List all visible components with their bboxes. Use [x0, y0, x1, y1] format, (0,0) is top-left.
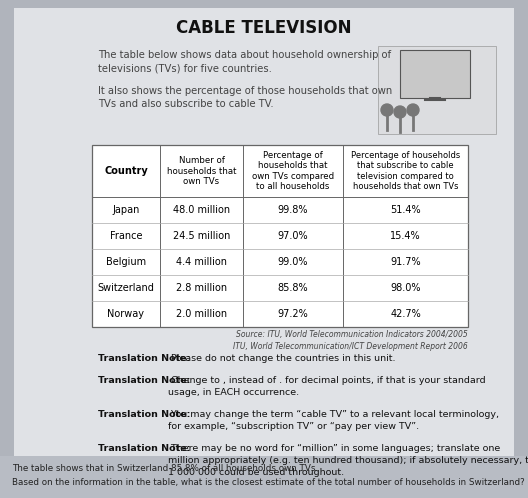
Text: 99.8%: 99.8%	[278, 205, 308, 215]
Text: 4.4 million: 4.4 million	[176, 257, 227, 267]
Bar	[400, 50, 470, 98]
Text: 98.0%: 98.0%	[390, 283, 421, 293]
FancyBboxPatch shape	[378, 46, 496, 134]
Text: Translation Note:: Translation Note:	[98, 444, 191, 453]
Text: Translation Note:: Translation Note:	[98, 354, 191, 363]
Text: Change to , instead of . for decimal points, if that is your standard
usage, in : Change to , instead of . for decimal poi…	[168, 376, 485, 397]
Text: 15.4%: 15.4%	[390, 231, 421, 241]
FancyBboxPatch shape	[14, 8, 514, 456]
Text: 2.8 million: 2.8 million	[176, 283, 227, 293]
Text: 85.8%: 85.8%	[278, 283, 308, 293]
Text: 99.0%: 99.0%	[278, 257, 308, 267]
Text: Translation Note:: Translation Note:	[98, 376, 191, 385]
Text: Percentage of households
that subscribe to cable
television compared to
househol: Percentage of households that subscribe …	[351, 151, 460, 191]
Text: Please do not change the countries in this unit.: Please do not change the countries in th…	[168, 354, 395, 363]
Text: You may change the term “cable TV” to a relevant local terminology,
for example,: You may change the term “cable TV” to a …	[168, 410, 499, 431]
Text: Number of
households that
own TVs: Number of households that own TVs	[167, 156, 236, 186]
Text: 91.7%: 91.7%	[390, 257, 421, 267]
Text: The table below shows data about household ownership of
televisions (TVs) for fi: The table below shows data about househo…	[98, 50, 391, 73]
Text: France: France	[110, 231, 142, 241]
Text: 2.0 million: 2.0 million	[176, 309, 227, 319]
Text: 48.0 million: 48.0 million	[173, 205, 230, 215]
Text: Percentage of
households that
own TVs compared
to all households: Percentage of households that own TVs co…	[252, 151, 334, 191]
Text: It also shows the percentage of those households that own
TVs and also subscribe: It also shows the percentage of those ho…	[98, 86, 392, 109]
Circle shape	[407, 104, 419, 116]
Text: Translation Note:: Translation Note:	[98, 410, 191, 419]
Text: Based on the information in the table, what is the closest estimate of the total: Based on the information in the table, w…	[12, 478, 525, 487]
Text: The table shows that in Switzerland 85.8% of all households own TVs.: The table shows that in Switzerland 85.8…	[12, 464, 318, 473]
Text: CABLE TELEVISION: CABLE TELEVISION	[176, 19, 352, 37]
Circle shape	[394, 106, 406, 118]
Text: There may be no word for “million” in some languages; translate one
million appr: There may be no word for “million” in so…	[168, 444, 528, 477]
Text: Belgium: Belgium	[106, 257, 146, 267]
Text: Japan: Japan	[112, 205, 140, 215]
Text: Norway: Norway	[108, 309, 145, 319]
Text: Source: ITU, World Telecommunication Indicators 2004/2005
ITU, World Telecommuni: Source: ITU, World Telecommunication Ind…	[233, 330, 468, 351]
Text: 97.0%: 97.0%	[278, 231, 308, 241]
FancyBboxPatch shape	[92, 145, 468, 327]
Text: Country: Country	[104, 166, 148, 176]
Text: 24.5 million: 24.5 million	[173, 231, 230, 241]
Text: 97.2%: 97.2%	[278, 309, 308, 319]
Circle shape	[381, 104, 393, 116]
FancyBboxPatch shape	[0, 456, 528, 498]
Text: Switzerland: Switzerland	[98, 283, 154, 293]
Text: 51.4%: 51.4%	[390, 205, 421, 215]
Text: 42.7%: 42.7%	[390, 309, 421, 319]
